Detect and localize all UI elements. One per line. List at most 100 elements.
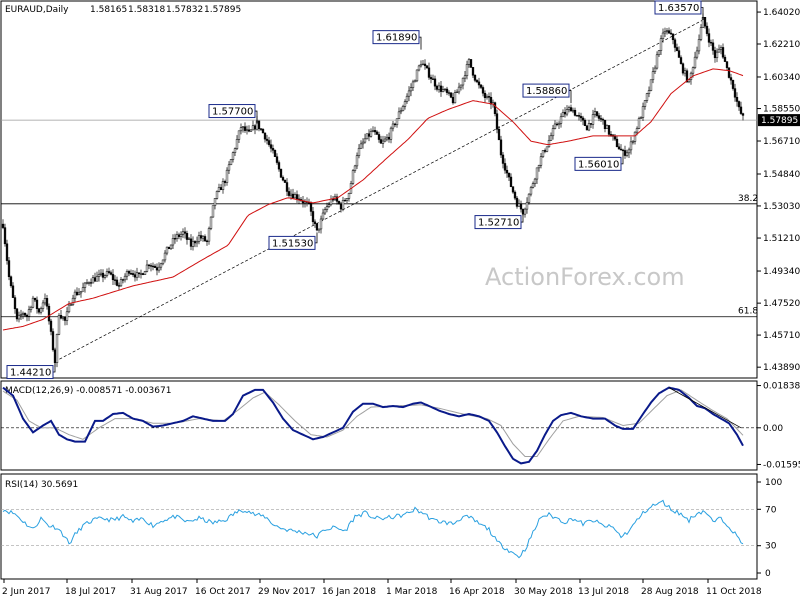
candle-body — [581, 117, 585, 121]
macd-axis-label: 0.00 — [763, 424, 783, 434]
candle-body — [557, 123, 561, 126]
x-axis-label: 16 Oct 2017 — [195, 587, 251, 597]
candle-body — [59, 315, 63, 319]
price-axis-label: 1.53030 — [763, 202, 800, 212]
annotation-label: 1.63570 — [658, 3, 699, 14]
candle-body — [29, 306, 33, 310]
candle-body — [659, 38, 663, 51]
annotation-box — [474, 215, 522, 230]
x-axis-label: 18 Jul 2017 — [65, 587, 116, 597]
candle-body — [457, 86, 461, 93]
candle-body — [65, 311, 69, 321]
candle-body — [665, 30, 669, 32]
candle-body — [465, 64, 469, 77]
candle-body — [541, 150, 545, 157]
candle-body — [515, 197, 519, 207]
candle-body — [47, 305, 51, 322]
candle-body — [669, 32, 673, 35]
candle-body — [625, 152, 629, 156]
candle-body — [473, 75, 477, 81]
candle-body — [339, 203, 343, 210]
x-axis-label: 16 Apr 2018 — [449, 587, 505, 597]
candle-body — [635, 128, 639, 133]
candle-body — [485, 96, 489, 98]
ohlc-low: 1.57832 — [166, 5, 203, 15]
candle-body — [89, 282, 93, 284]
candle-body — [335, 196, 339, 202]
candle-body — [511, 186, 515, 193]
candle-body — [447, 92, 451, 94]
candle-body — [433, 78, 437, 87]
candle-body — [269, 144, 273, 149]
candle-body — [355, 155, 359, 167]
candle-body — [481, 87, 485, 94]
candle-body — [585, 125, 589, 131]
candle-body — [375, 131, 379, 135]
candle-body — [289, 193, 293, 196]
candle-body — [115, 279, 119, 286]
candle-body — [477, 81, 481, 86]
candle-body — [105, 271, 109, 276]
candle-body — [579, 116, 583, 119]
candle-body — [413, 80, 417, 83]
current-price-box — [758, 114, 800, 127]
candle-body — [3, 227, 7, 245]
price-panel-frame — [0, 0, 758, 379]
candle-body — [395, 118, 399, 126]
candle-body — [145, 264, 149, 272]
candle-body — [193, 241, 197, 244]
candle-body — [687, 79, 691, 83]
candle-body — [53, 349, 57, 363]
candle-body — [475, 80, 479, 83]
candle-body — [439, 85, 443, 92]
candle-body — [409, 87, 413, 92]
candle-body — [723, 56, 727, 62]
candle-body — [709, 42, 713, 44]
chart-symbol: EURAUD,Daily — [5, 5, 69, 15]
candle-body — [583, 120, 587, 127]
candle-body — [57, 315, 61, 335]
candle-body — [535, 167, 539, 180]
candle-body — [343, 200, 347, 202]
candle-body — [109, 272, 113, 275]
candle-body — [383, 138, 387, 142]
candle-body — [421, 63, 425, 66]
rsi-panel-frame — [0, 473, 758, 580]
candle-body — [705, 25, 709, 34]
rsi-line — [2, 499, 744, 559]
price-axis-label: 1.58550 — [763, 105, 800, 115]
candle-body — [69, 304, 73, 306]
candle-body — [37, 308, 41, 313]
candle-body — [167, 246, 171, 250]
rsi-axis-label: 70 — [765, 505, 777, 515]
candle-body — [219, 187, 223, 191]
candle-body — [401, 106, 405, 112]
candle-body — [171, 238, 175, 246]
candle-body — [369, 130, 373, 137]
candle-body — [693, 56, 697, 68]
candle-body — [647, 90, 651, 94]
candle-body — [85, 282, 89, 284]
candle-body — [697, 39, 701, 52]
moving-average-line — [2, 68, 744, 331]
candle-body — [199, 235, 203, 239]
price-axis-label: 1.47520 — [763, 299, 800, 309]
candle-body — [237, 130, 241, 140]
candle-body — [555, 123, 559, 126]
candle-body — [51, 331, 55, 351]
macd-trendline — [668, 387, 742, 429]
annotation-box — [6, 365, 54, 380]
candle-body — [483, 92, 487, 98]
candle-body — [655, 54, 659, 69]
candle-body — [39, 308, 43, 313]
candle-body — [61, 317, 65, 319]
candle-body — [727, 67, 731, 78]
candle-body — [571, 109, 575, 112]
candle-body — [345, 198, 349, 201]
rsi-axis-label: 30 — [765, 542, 777, 552]
candle-body — [597, 115, 601, 119]
fib-level-label: 61.8 — [738, 307, 758, 317]
candle-body — [731, 79, 735, 89]
candle-body — [133, 274, 137, 278]
